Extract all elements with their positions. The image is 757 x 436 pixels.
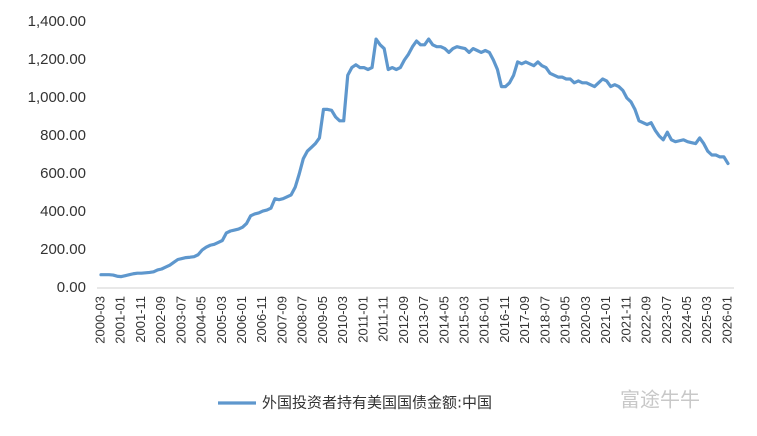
x-tick-label: 2008-07 [295,296,310,344]
x-tick-label: 2016-01 [477,296,492,344]
x-tick-label: 2004-05 [194,296,209,344]
x-tick-label: 2018-07 [537,296,552,344]
x-tick-label: 2020-03 [578,296,593,344]
x-tick-label: 2000-03 [92,296,107,344]
y-tick-label: 600.00 [40,165,86,182]
x-tick-label: 2023-07 [659,296,674,344]
y-tick-label: 1,400.00 [28,13,86,30]
legend-label: 外国投资者持有美国国债金额:中国 [262,394,492,412]
watermark: 富途牛牛 [620,388,700,412]
y-tick-label: 0.00 [57,279,86,296]
x-tick-label: 2016-11 [497,296,512,343]
x-tick-label: 2003-07 [173,296,188,344]
x-tick-label: 2014-05 [436,296,451,344]
y-tick-label: 1,000.00 [28,89,86,106]
x-tick-label: 2013-07 [416,296,431,344]
x-tick-label: 2001-01 [113,296,128,344]
x-tick-label: 2021-11 [618,296,633,343]
x-tick-label: 2025-03 [699,296,714,344]
x-tick-label: 2011-01 [355,296,370,343]
x-tick-label: 2024-05 [679,296,694,344]
y-tick-label: 400.00 [40,203,86,220]
x-tick-label: 2006-01 [234,296,249,344]
x-tick-label: 2021-01 [598,296,613,344]
x-tick-label: 2017-09 [517,296,532,344]
x-tick-label: 2002-09 [153,296,168,344]
x-tick-label: 2026-01 [719,296,734,344]
x-tick-label: 2005-03 [214,296,229,344]
x-tick-label: 2015-03 [457,296,472,344]
x-tick-label: 2001-11 [133,296,148,343]
line [99,37,730,279]
x-tick-label: 2010-03 [335,296,350,344]
x-tick-label: 2012-09 [396,296,411,344]
x-tick-label: 2019-05 [558,296,573,344]
x-tick-label: 2022-09 [639,296,654,344]
x-tick-label: 2006-11 [254,296,269,343]
y-tick-label: 800.00 [40,127,86,144]
y-tick-label: 200.00 [40,241,86,258]
x-tick-label: 2009-05 [315,296,330,344]
y-tick-label: 1,200.00 [28,51,86,68]
x-tick-label: 2007-09 [274,296,289,344]
x-tick-label: 2011-11 [376,296,391,342]
